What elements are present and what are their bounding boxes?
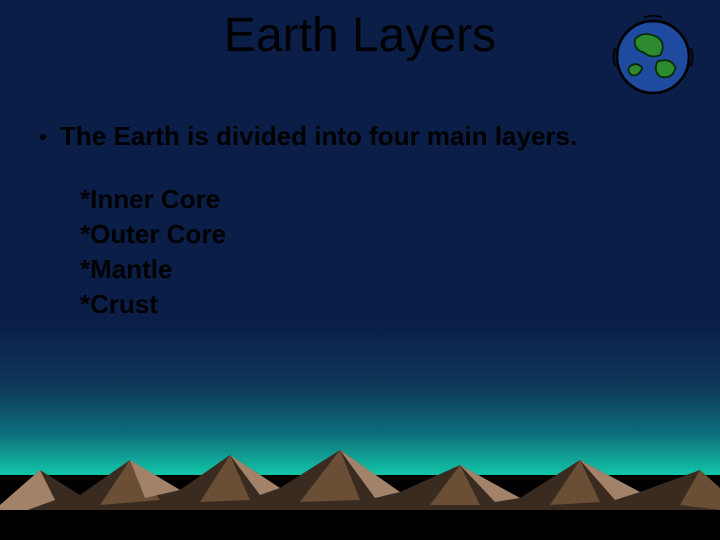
earth-globe-icon	[608, 12, 698, 102]
bullet-item: The Earth is divided into four main laye…	[40, 120, 600, 154]
layer-item: *Inner Core	[80, 182, 600, 217]
layer-item: *Crust	[80, 287, 600, 322]
slide-body: The Earth is divided into four main laye…	[40, 120, 600, 322]
slide: Earth Layers The Earth is divided into f…	[0, 0, 720, 540]
layer-item: *Mantle	[80, 252, 600, 287]
mountains-decoration	[0, 410, 720, 540]
bullet-dot-icon	[40, 134, 46, 140]
bullet-text: The Earth is divided into four main laye…	[60, 120, 577, 154]
layer-item: *Outer Core	[80, 217, 600, 252]
layer-list: *Inner Core *Outer Core *Mantle *Crust	[80, 182, 600, 322]
